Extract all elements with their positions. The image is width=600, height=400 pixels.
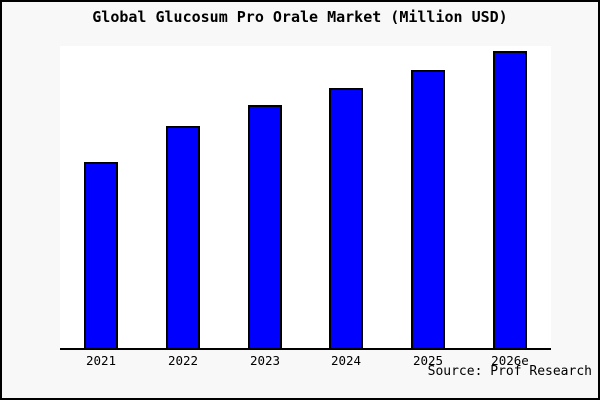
source-credit: Source: Prof Research	[427, 364, 592, 379]
bar-2021	[84, 162, 118, 350]
x-tick-2026e: 2026e	[491, 353, 529, 368]
bar-2023	[248, 105, 282, 350]
bar-2022	[166, 126, 200, 350]
bar-2025	[411, 70, 445, 350]
x-tick-2021: 2021	[85, 353, 117, 368]
bar-2026e	[493, 51, 527, 350]
x-tick-2023: 2023	[249, 353, 281, 368]
x-tick-2025: 2025	[412, 353, 444, 368]
x-tick-2022: 2022	[167, 353, 199, 368]
bar-2024	[329, 88, 363, 350]
chart-title: Global Glucosum Pro Orale Market (Millio…	[92, 8, 508, 26]
plot-area	[60, 46, 551, 350]
x-tick-2024: 2024	[330, 353, 362, 368]
